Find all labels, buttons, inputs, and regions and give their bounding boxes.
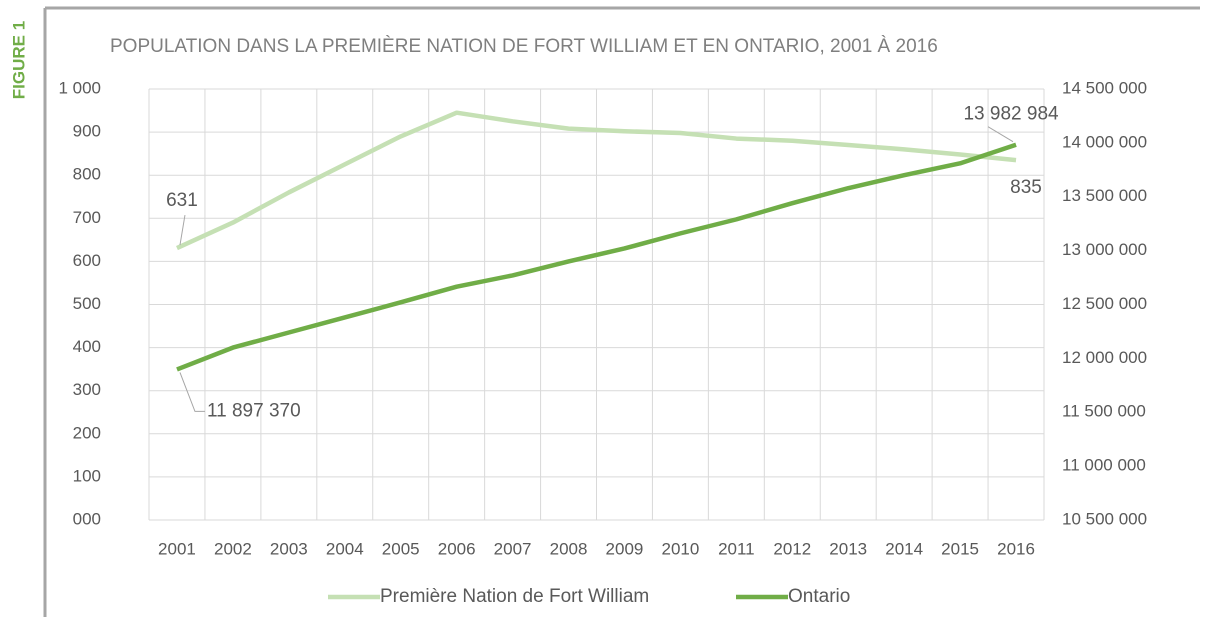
figure-label: FIGURE 1 [9, 21, 28, 99]
data-label: 11 897 370 [207, 400, 301, 421]
y2-tick-label: 13 000 000 [1062, 240, 1147, 259]
data-label: 631 [166, 190, 198, 211]
y-tick-label: 700 [73, 208, 101, 227]
y2-tick-label: 10 500 000 [1062, 509, 1147, 528]
y-tick-label: 200 [73, 423, 101, 442]
y-tick-label: 1 000 [58, 78, 101, 97]
y-tick-label: 000 [73, 509, 101, 528]
x-tick-label: 2009 [606, 539, 644, 558]
y2-tick-label: 12 000 000 [1062, 348, 1147, 367]
series-line [176, 110, 1017, 251]
data-label: 13 982 984 [963, 104, 1059, 125]
series-line [176, 142, 1017, 372]
y-tick-label: 300 [73, 380, 101, 399]
x-tick-label: 2007 [494, 539, 532, 558]
y2-tick-label: 11 000 000 [1062, 456, 1146, 475]
x-tick-label: 2004 [326, 539, 364, 558]
y2-tick-label: 14 500 000 [1062, 78, 1147, 97]
y-tick-label: 400 [73, 337, 101, 356]
y2-tick-label: 14 000 000 [1062, 132, 1147, 151]
x-tick-label: 2003 [270, 539, 308, 558]
y-tick-label: 600 [73, 251, 101, 270]
x-tick-label: 2015 [941, 539, 979, 558]
x-tick-label: 2006 [438, 539, 476, 558]
chart-title: POPULATION DANS LA PREMIÈRE NATION DE FO… [110, 36, 938, 57]
y2-tick-label: 11 500 000 [1062, 402, 1146, 421]
x-tick-label: 2001 [158, 539, 196, 558]
y-tick-label: 100 [73, 466, 101, 485]
y2-tick-label: 12 500 000 [1062, 294, 1147, 313]
x-tick-label: 2010 [661, 539, 699, 558]
x-tick-label: 2002 [214, 539, 252, 558]
x-tick-label: 2012 [773, 539, 811, 558]
legend-label: Première Nation de Fort William [380, 586, 649, 607]
leader-line [179, 372, 205, 412]
x-tick-label: 2013 [829, 539, 867, 558]
leader-line [179, 214, 186, 246]
x-tick-label: 2016 [997, 539, 1035, 558]
y-tick-label: 800 [73, 165, 101, 184]
y-tick-label: 900 [73, 122, 101, 141]
x-tick-label: 2005 [382, 539, 420, 558]
x-tick-label: 2014 [885, 539, 923, 558]
legend-label: Ontario [788, 586, 850, 607]
x-tick-label: 2008 [550, 539, 588, 558]
y-tick-label: 500 [73, 294, 101, 313]
x-tick-label: 2011 [718, 539, 755, 558]
y2-tick-label: 13 500 000 [1062, 186, 1147, 205]
leader-line [987, 126, 1014, 143]
data-label: 835 [1010, 177, 1042, 198]
